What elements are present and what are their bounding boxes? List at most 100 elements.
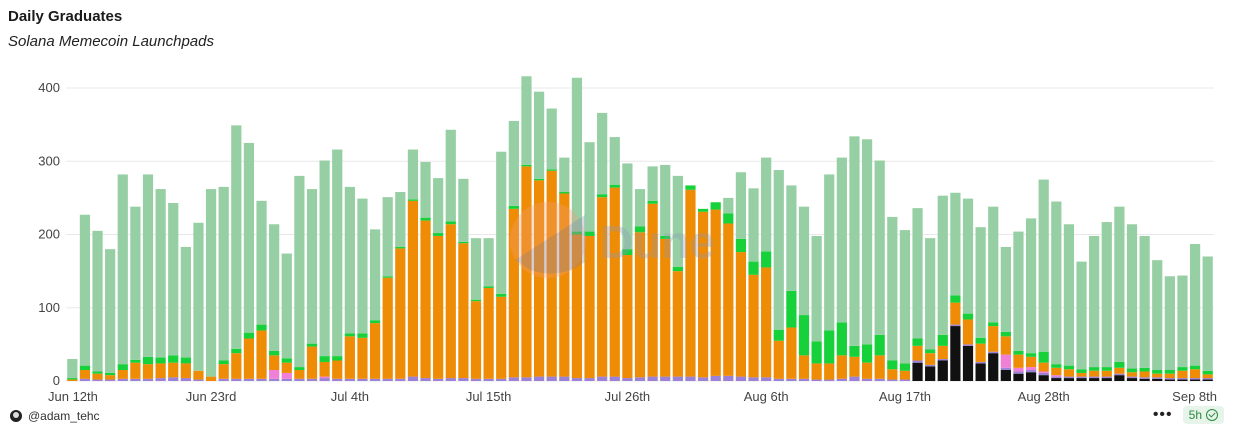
bar-segment-green xyxy=(1177,367,1188,371)
bar-segment-purple xyxy=(105,379,116,382)
more-options-icon[interactable]: ••• xyxy=(1152,406,1173,423)
bar-segment-purple xyxy=(597,376,608,382)
bar-segment-green xyxy=(824,330,835,364)
bar-segment-purple xyxy=(975,361,986,364)
bar-segment-black xyxy=(1177,379,1188,382)
bar-segment-orange xyxy=(508,208,519,378)
bar-segment-total xyxy=(811,235,822,342)
bar-segment-total xyxy=(1202,256,1213,371)
bar-segment-purple xyxy=(811,379,822,382)
bar-segment-orange xyxy=(92,373,103,380)
author[interactable]: @adam_tehc xyxy=(10,409,100,423)
bar-segment-black xyxy=(925,366,936,381)
bar-segment-purple xyxy=(92,379,103,382)
bar-segment-green xyxy=(117,364,128,371)
bar-segment-orange xyxy=(824,363,835,380)
bar-segment-green xyxy=(874,334,885,356)
bar-segment-pink xyxy=(281,372,292,379)
bar-segment-purple xyxy=(1051,376,1062,379)
bar-segment-total xyxy=(180,246,191,358)
bar-segment-purple xyxy=(445,378,456,381)
bar-segment-green xyxy=(105,372,116,376)
bar-segment-orange xyxy=(584,235,595,379)
bar-segment-orange xyxy=(1177,370,1188,379)
bar-segment-pink xyxy=(1038,371,1049,373)
bar-segment-orange xyxy=(925,353,936,365)
bar-segment-total xyxy=(458,178,469,242)
bar-segment-orange xyxy=(382,277,393,379)
bar-segment-green xyxy=(861,344,873,363)
bar-segment-total xyxy=(1164,276,1175,371)
bar-segment-green xyxy=(1202,370,1213,375)
bar-segment-orange xyxy=(660,238,671,377)
bar-segment-green xyxy=(988,322,999,327)
bar-segment-orange xyxy=(1000,336,1011,355)
bar-segment-green xyxy=(508,205,519,209)
x-tick-label: Jul 15th xyxy=(466,389,512,404)
y-tick-label: 100 xyxy=(38,300,60,315)
bar-segment-orange xyxy=(344,336,355,379)
bar-segment-orange xyxy=(483,287,494,379)
bar-segment-orange xyxy=(912,345,923,361)
bar-segment-purple xyxy=(786,378,797,381)
bar-segment-purple xyxy=(1177,378,1188,380)
chart-title: Daily Graduates xyxy=(8,8,123,25)
bar-segment-purple xyxy=(1202,378,1213,380)
bar-segment-orange xyxy=(433,235,444,379)
bar-segment-orange xyxy=(256,330,267,379)
bar-segment-purple xyxy=(1063,376,1075,379)
bar-segment-black xyxy=(1114,375,1125,381)
bar-segment-total xyxy=(609,137,620,185)
bar-segment-green xyxy=(180,357,191,364)
bar-segment-purple xyxy=(1164,378,1175,380)
bar-segment-orange xyxy=(849,356,860,377)
bar-segment-purple xyxy=(79,378,91,381)
bar-segment-total xyxy=(105,249,116,373)
bar-segment-total xyxy=(1114,206,1125,362)
bar-segment-purple xyxy=(218,378,229,381)
bar-segment-total xyxy=(1000,246,1011,332)
bar-segment-green xyxy=(433,233,444,236)
bar-segment-orange xyxy=(571,234,583,379)
bar-segment-pink xyxy=(1000,354,1011,368)
bar-segment-green xyxy=(407,199,419,201)
bar-segment-purple xyxy=(1139,377,1150,379)
bar-segment-orange xyxy=(1038,362,1049,372)
bar-segment-pink xyxy=(1013,367,1024,372)
bar-segment-orange xyxy=(357,337,368,379)
bar-segment-total xyxy=(1177,275,1188,368)
bar-segment-orange xyxy=(647,203,658,377)
bar-segment-orange xyxy=(622,255,633,379)
bar-segment-green xyxy=(231,348,242,354)
bar-segment-black xyxy=(1202,379,1213,382)
bar-segment-purple xyxy=(117,378,128,381)
bar-segment-purple xyxy=(130,378,141,381)
bar-segment-orange xyxy=(533,180,545,377)
refresh-age: 5h xyxy=(1188,408,1202,422)
bar-segment-total xyxy=(218,186,229,361)
bars xyxy=(67,76,1213,382)
bar-segment-orange xyxy=(975,343,986,362)
bar-segment-green xyxy=(1152,370,1163,374)
bar-segment-total xyxy=(130,206,141,360)
chart-subtitle: Solana Memecoin Launchpads xyxy=(8,33,214,50)
bar-segment-orange xyxy=(609,187,620,377)
bar-segment-purple xyxy=(748,377,759,381)
bar-segment-purple xyxy=(180,378,191,381)
bar-segment-green xyxy=(521,164,532,167)
bar-segment-total xyxy=(786,185,797,291)
bar-segment-green xyxy=(811,341,822,364)
bar-segment-green xyxy=(344,333,355,337)
bar-segment-black xyxy=(962,345,974,381)
bar-segment-orange xyxy=(836,355,847,379)
author-name: @adam_tehc xyxy=(28,409,100,423)
bar-segment-total xyxy=(306,189,318,344)
bar-segment-purple xyxy=(470,378,482,381)
bar-segment-green xyxy=(761,251,772,268)
refresh-badge[interactable]: 5h xyxy=(1182,406,1224,424)
bar-segment-total xyxy=(925,238,936,350)
x-tick-label: Aug 6th xyxy=(744,389,789,404)
bar-segment-green xyxy=(773,329,784,341)
bar-segment-purple xyxy=(1152,377,1163,379)
